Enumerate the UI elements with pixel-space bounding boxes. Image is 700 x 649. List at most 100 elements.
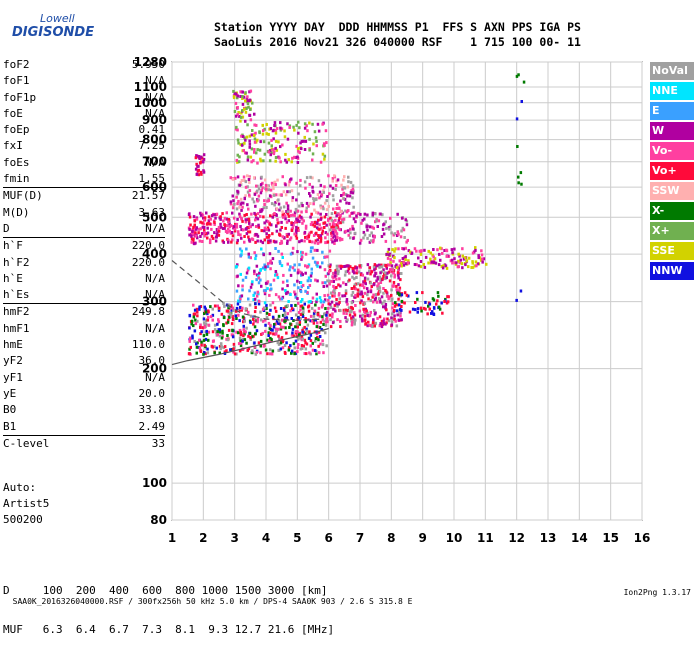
echo-point (216, 333, 219, 337)
echo-point (438, 307, 442, 311)
echo-point (322, 323, 325, 326)
echo-point (441, 266, 445, 270)
echo-point (311, 158, 314, 162)
echo-point (285, 341, 288, 345)
echo-point (332, 235, 335, 239)
echo-point (313, 260, 317, 264)
echo-point (236, 113, 239, 117)
echo-point (336, 236, 339, 240)
echo-point (438, 252, 441, 256)
echo-point (354, 293, 357, 297)
echo-point (403, 236, 406, 239)
auto-scaling-info: Auto: Artist5 500200 (3, 480, 49, 528)
echo-point (328, 296, 331, 300)
echo-point (328, 249, 332, 253)
echo-point (369, 272, 372, 276)
echo-point (236, 96, 239, 100)
echo-point (255, 329, 259, 333)
echo-point (266, 352, 269, 356)
echo-point (222, 324, 225, 328)
x-tick-label: 6 (324, 531, 332, 545)
param-value: 0.41 (138, 123, 166, 137)
echo-point (402, 228, 406, 232)
echo-point (243, 332, 246, 336)
echo-point (442, 264, 445, 268)
echo-point (393, 304, 397, 308)
echo-point (268, 293, 271, 297)
echo-point (359, 212, 362, 216)
echo-point (195, 217, 199, 221)
echo-point (338, 238, 342, 242)
echo-point (309, 344, 312, 348)
echo-point (249, 118, 253, 122)
echo-point (289, 322, 292, 326)
echo-point (309, 202, 312, 205)
echo-point (245, 107, 248, 110)
echo-point (314, 278, 317, 282)
echo-point (291, 327, 295, 331)
echo-point (369, 299, 373, 302)
echo-point (384, 289, 387, 292)
echo-point (450, 258, 454, 262)
echo-point (320, 328, 323, 331)
echo-point (198, 338, 201, 342)
echo-point (290, 317, 293, 320)
echo-point (346, 269, 350, 273)
echo-point (329, 228, 332, 232)
echo-point (334, 184, 338, 187)
legend-item-x: X+ (650, 222, 694, 240)
echo-point (272, 193, 276, 197)
echo-point (288, 126, 291, 129)
echo-point (409, 250, 412, 254)
echo-point (249, 314, 253, 318)
echo-point (304, 226, 308, 230)
echo-point (360, 299, 363, 303)
echo-point (333, 294, 336, 298)
echo-point (316, 122, 320, 126)
echo-point (202, 153, 206, 157)
echo-point (261, 132, 265, 136)
echo-point (217, 228, 220, 232)
echo-point (252, 293, 255, 297)
echo-point (206, 347, 209, 351)
echo-point (336, 318, 339, 322)
echo-point (230, 322, 234, 326)
echo-point (283, 350, 287, 354)
echo-point (192, 233, 195, 237)
echo-point (255, 264, 259, 268)
echo-point (246, 190, 250, 194)
echo-point (224, 229, 228, 233)
echo-point (354, 220, 357, 224)
echo-point (301, 337, 305, 341)
echo-point (331, 321, 335, 325)
echo-point (323, 185, 326, 189)
echo-point (213, 213, 216, 217)
echo-point (297, 301, 300, 305)
echo-point (297, 229, 300, 232)
echo-point (237, 299, 240, 303)
echo-point (366, 271, 369, 275)
echo-point (299, 308, 302, 312)
echo-point (297, 268, 300, 272)
echo-point (246, 185, 249, 189)
echo-point (243, 197, 246, 201)
echo-point (252, 334, 255, 338)
echo-point (290, 228, 294, 232)
echo-point (335, 264, 339, 268)
echo-point (249, 338, 252, 341)
echo-point (416, 307, 420, 311)
echo-point (278, 156, 281, 160)
echo-point (348, 310, 351, 314)
echo-point (355, 271, 358, 275)
echo-point (199, 305, 203, 308)
echo-point (381, 277, 384, 281)
echo-point (295, 334, 298, 338)
echo-point (200, 340, 203, 344)
echo-point (331, 231, 335, 234)
echo-point (464, 256, 467, 260)
echo-point (331, 228, 335, 231)
echo-point (268, 149, 272, 153)
echo-point (275, 213, 278, 217)
echo-point (194, 156, 198, 160)
echo-point (230, 308, 233, 312)
